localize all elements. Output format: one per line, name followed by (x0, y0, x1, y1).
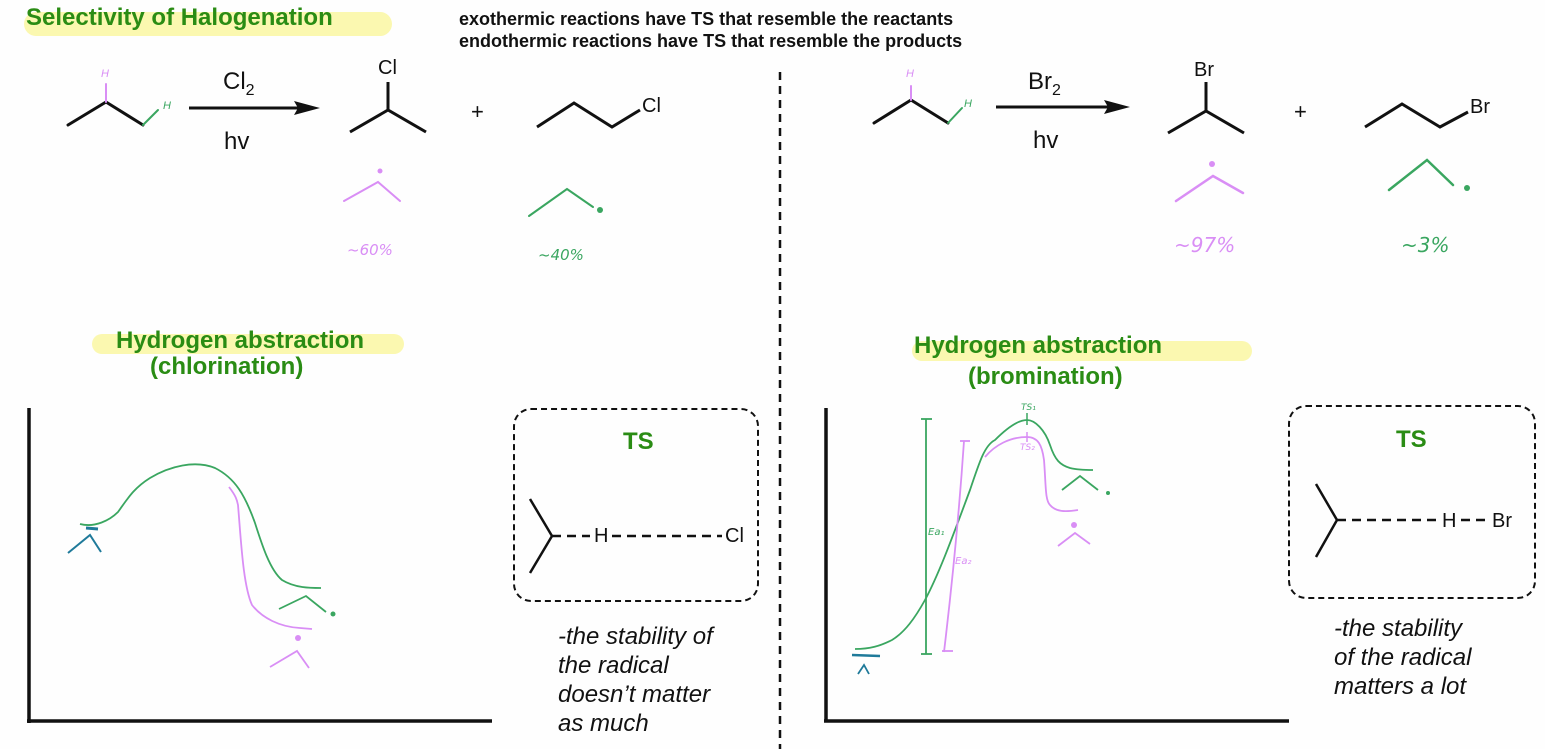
page-title: Selectivity of Halogenation (26, 4, 333, 31)
ts-h-right: H (1442, 510, 1457, 532)
note-endothermic: endothermic reactions have TS that resem… (459, 31, 963, 51)
section-highlight-left (92, 334, 404, 354)
curve-secondary-br (984, 436, 1079, 513)
product1-atom-left: Cl (378, 57, 397, 79)
propane-left (66, 83, 159, 127)
section-highlight-right (912, 341, 1252, 361)
reagent-right-symbol: Br (1028, 68, 1052, 95)
curve-primary-br (854, 419, 1094, 650)
reagent-left-subscript: 2 (245, 81, 255, 99)
ts-note-left-line1: -the stability of (558, 623, 713, 650)
ts-note-right-line3: matters a lot (1334, 673, 1467, 700)
propane-right (872, 85, 963, 125)
ts-note-right: -the stability of the radical matters a … (1334, 614, 1471, 701)
ts-label-right: TS (1396, 426, 1427, 453)
product2-atom-right: Br (1470, 96, 1490, 118)
note-exothermic: exothermic reactions have TS that resemb… (459, 9, 954, 29)
propane-h-secondary-left: H (101, 68, 109, 80)
reactant-propane-glyph (67, 533, 102, 554)
ts-note-left-line2: the radical (558, 652, 669, 679)
product2-pct-left: ~40% (538, 246, 584, 264)
plus-left: + (471, 99, 484, 124)
propane-h-secondary-right: H (906, 68, 914, 80)
secondary-radical-left (343, 180, 401, 202)
secondary-radical-right (1174, 174, 1245, 203)
ts-cl-left: Cl (725, 525, 744, 547)
reagent-left-symbol: Cl (223, 68, 246, 95)
product2-pct-right: ~3% (1401, 233, 1450, 257)
title-highlight (24, 12, 392, 36)
n-propyl-bromide (1364, 102, 1469, 129)
curve-secondary (228, 486, 313, 630)
section-subtitle-left: (chlorination) (150, 353, 304, 380)
primary-radical-left (528, 187, 594, 217)
ea1-label: Ea₁ (928, 527, 945, 538)
ts1-label: TS₁ (1021, 403, 1036, 413)
section-title-left: Hydrogen abstraction (116, 327, 365, 354)
product1-pct-right: ~97% (1174, 233, 1236, 257)
isopropyl-chloride (349, 108, 427, 134)
reagent-left: Cl2 (223, 68, 255, 100)
ts-note-right-line1: -the stability (1334, 615, 1463, 642)
n-propyl-chloride (536, 101, 641, 129)
reagent-right-subscript: 2 (1052, 81, 1061, 99)
ts-note-left-line3: doesn’t matter (558, 681, 711, 708)
condition-right: hv (1033, 127, 1059, 154)
plus-right: + (1294, 99, 1307, 124)
ts-h-left: H (594, 525, 609, 547)
energy-diagram-chlorination (27, 408, 492, 723)
product1-pct-left: ~60% (347, 241, 393, 259)
ts-label-left: TS (623, 428, 654, 455)
energy-diagram-bromination (824, 408, 1289, 723)
propane-h-primary-right: H (964, 98, 972, 110)
isopropyl-bromide (1167, 109, 1245, 135)
ts-note-left: -the stability of the radical doesn’t ma… (558, 622, 713, 738)
condition-left: hv (224, 128, 250, 155)
ts-structure-br (1314, 483, 1487, 558)
ts-note-left-line4: as much (558, 710, 649, 737)
product1-atom-right: Br (1194, 59, 1214, 81)
ts2-label: TS₂ (1020, 443, 1035, 453)
ts-box-bromination (1288, 405, 1536, 599)
primary-radical-right (1387, 158, 1455, 192)
ts-note-right-line2: of the radical (1334, 644, 1472, 671)
ts-br-right: Br (1492, 510, 1512, 532)
ts-structure-cl (528, 498, 722, 574)
product2-atom-left: Cl (642, 95, 661, 117)
ea2-label: Ea₂ (955, 556, 972, 567)
ts-box-chlorination (513, 408, 759, 602)
section-title-right: Hydrogen abstraction (914, 332, 1163, 359)
section-subtitle-right: (bromination) (968, 363, 1123, 390)
reagent-right: Br2 (1028, 68, 1061, 100)
curve-primary (79, 463, 322, 589)
propane-h-primary-left: H (163, 100, 171, 112)
